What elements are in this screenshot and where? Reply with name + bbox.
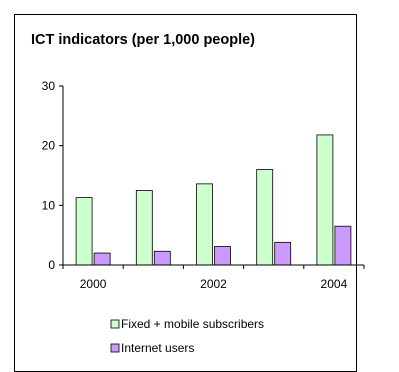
x-tick-label: 2002 [200, 277, 227, 291]
y-tick-label: 20 [42, 139, 56, 153]
bar-fixed-mobile-subscribers [196, 183, 213, 266]
chart-border [14, 14, 357, 372]
legend-label-fixed-mobile: Fixed + mobile subscribers [121, 317, 264, 331]
legend-swatch-internet-users [110, 343, 120, 353]
y-tick-label: 10 [42, 198, 56, 212]
x-tick-label: 2004 [321, 277, 348, 291]
bar-fixed-mobile-subscribers [135, 190, 153, 266]
x-tick-label: 2000 [80, 277, 107, 291]
bar-internet-users [214, 246, 231, 266]
y-axis: 0 10 20 30 [42, 79, 64, 272]
bar-fixed-mobile-subscribers [256, 169, 274, 266]
legend-swatch-fixed-mobile [110, 319, 120, 329]
legend: Fixed + mobile subscribers Internet user… [110, 317, 264, 355]
bars [75, 134, 352, 266]
bar-internet-users [274, 241, 292, 266]
bar-fixed-mobile-subscribers [75, 197, 93, 266]
bar-internet-users [93, 252, 111, 266]
bar-internet-users [153, 250, 171, 266]
chart-title: ICT indicators (per 1,000 people) [31, 32, 255, 48]
bar-fixed-mobile-subscribers [316, 134, 334, 266]
legend-label-internet-users: Internet users [121, 341, 194, 355]
bar-internet-users [334, 225, 352, 266]
y-tick-label: 0 [48, 258, 55, 272]
y-tick-label: 30 [42, 79, 56, 93]
x-axis: 2000 2002 2004 [62, 264, 365, 291]
